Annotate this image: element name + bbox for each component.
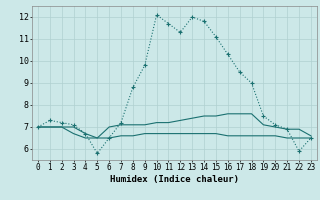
X-axis label: Humidex (Indice chaleur): Humidex (Indice chaleur)	[110, 175, 239, 184]
